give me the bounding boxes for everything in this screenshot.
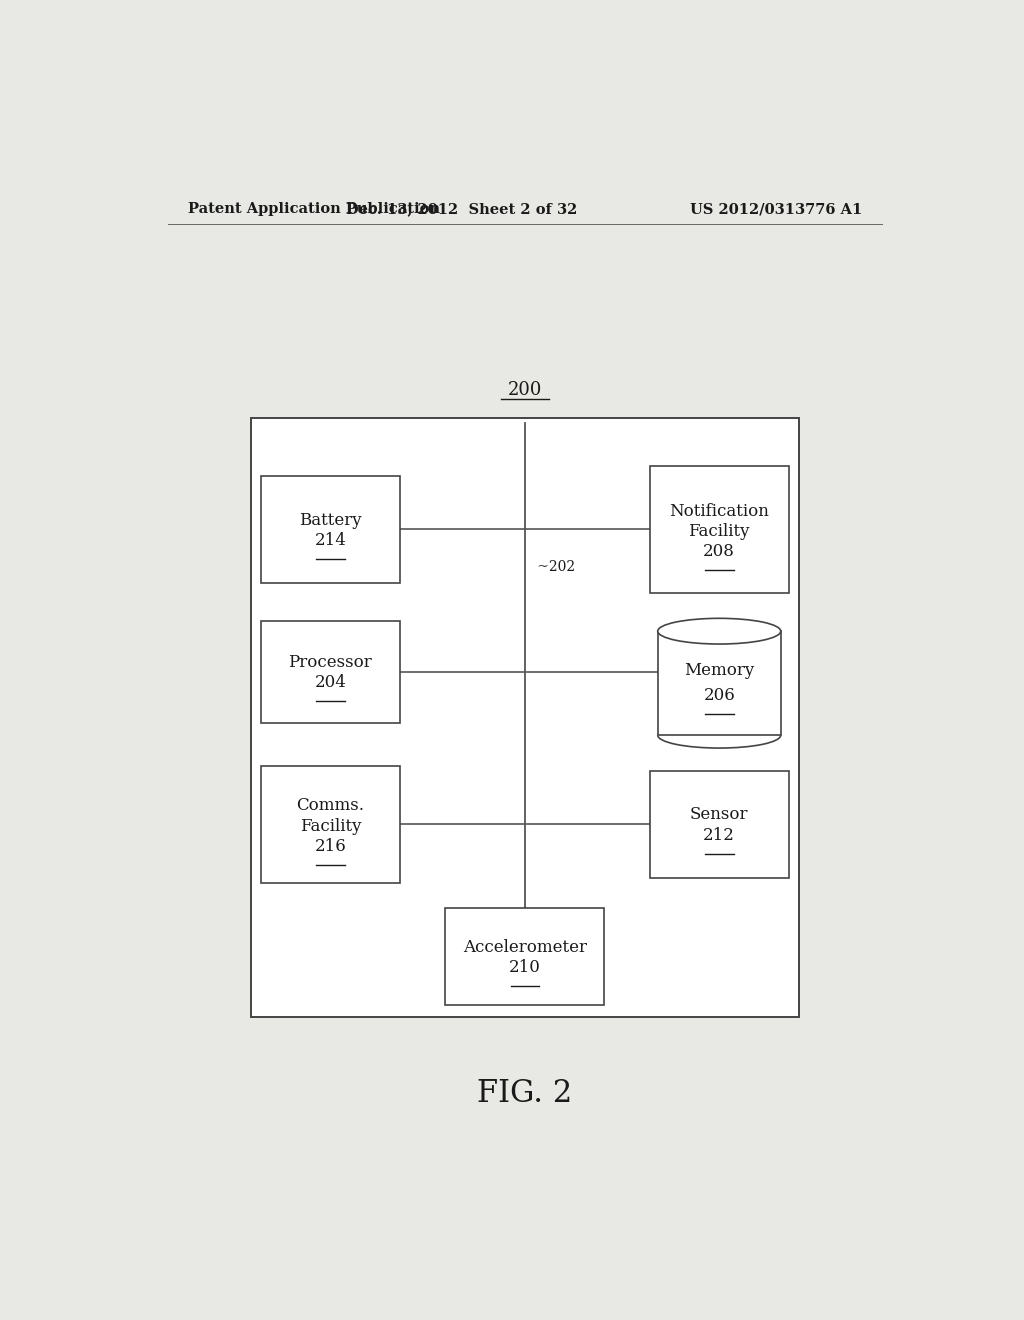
Text: 210: 210 <box>509 958 541 975</box>
Text: ~202: ~202 <box>528 560 574 574</box>
Text: Facility: Facility <box>300 817 361 834</box>
Text: 206: 206 <box>703 686 735 704</box>
Bar <box>261 477 399 582</box>
Bar <box>650 466 788 593</box>
Text: 212: 212 <box>703 826 735 843</box>
Text: Notification: Notification <box>670 503 769 520</box>
Ellipse shape <box>657 618 780 644</box>
Bar <box>261 766 399 883</box>
Text: Patent Application Publication: Patent Application Publication <box>187 202 439 216</box>
Bar <box>251 417 799 1018</box>
Bar <box>261 620 399 722</box>
Text: FIG. 2: FIG. 2 <box>477 1078 572 1109</box>
Text: 216: 216 <box>314 838 346 855</box>
Text: Comms.: Comms. <box>296 797 365 814</box>
Text: 200: 200 <box>508 381 542 399</box>
Text: US 2012/0313776 A1: US 2012/0313776 A1 <box>690 202 862 216</box>
Text: Accelerometer: Accelerometer <box>463 939 587 956</box>
Text: Facility: Facility <box>688 523 750 540</box>
Bar <box>445 908 604 1005</box>
Text: 214: 214 <box>314 532 346 549</box>
Bar <box>657 631 780 735</box>
Text: Memory: Memory <box>684 663 755 680</box>
Text: Battery: Battery <box>299 512 361 529</box>
Text: 208: 208 <box>703 544 735 560</box>
Text: Dec. 13, 2012  Sheet 2 of 32: Dec. 13, 2012 Sheet 2 of 32 <box>346 202 577 216</box>
Text: Sensor: Sensor <box>690 807 749 824</box>
Text: 204: 204 <box>314 675 346 692</box>
Text: Processor: Processor <box>289 653 373 671</box>
Bar <box>650 771 788 878</box>
